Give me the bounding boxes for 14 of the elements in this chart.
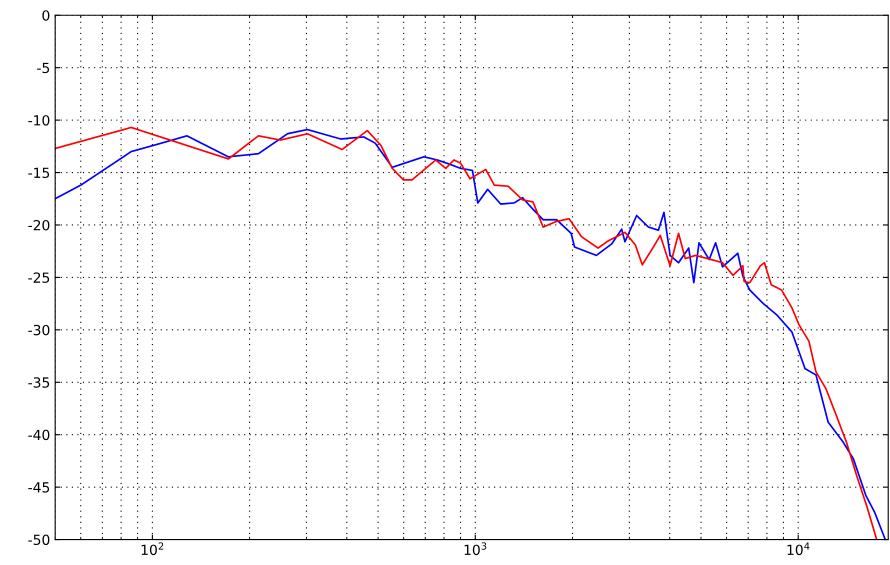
y-tick-label: -15	[28, 168, 50, 178]
y-tick-label: -35	[28, 377, 50, 388]
y-tick-label: -25	[28, 272, 50, 283]
y-tick-label: -50	[28, 534, 50, 546]
y-tick-label: 0	[42, 10, 50, 21]
x-tick-label: 10$^{3}$	[464, 542, 486, 556]
x-tick-label: 10$^{4}$	[788, 542, 810, 556]
y-tick-label: -10	[28, 115, 50, 126]
y-tick-label: -5	[37, 62, 50, 74]
y-tick-label: -30	[28, 324, 50, 336]
x-tick-label: 10$^{2}$	[142, 542, 164, 556]
y-tick-label: -20	[28, 220, 50, 230]
y-tick-label: -40	[28, 430, 50, 440]
y-tick-label: -45	[28, 482, 50, 493]
